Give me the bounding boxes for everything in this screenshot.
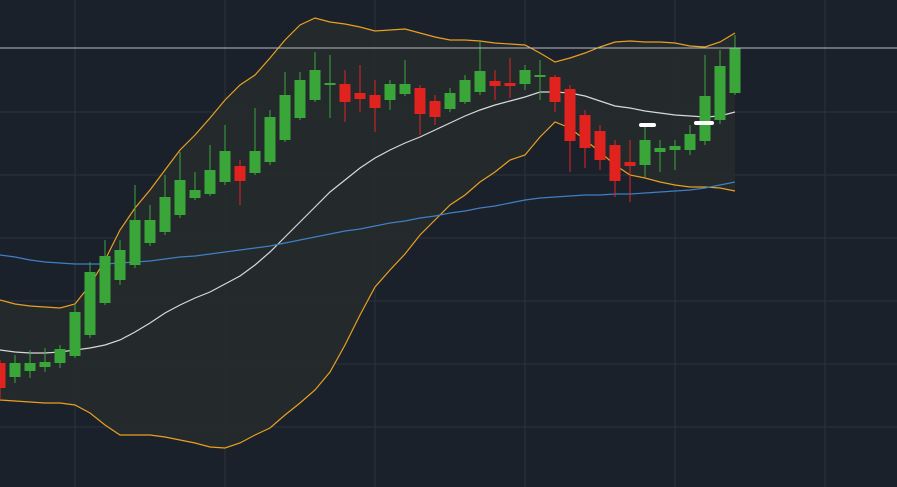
candle-body — [174, 180, 186, 215]
candle-body — [609, 145, 621, 181]
candle-body — [204, 170, 216, 194]
candle-body — [444, 93, 456, 109]
candle-body — [699, 96, 711, 141]
candle-body — [489, 81, 501, 86]
candle-body — [729, 48, 741, 93]
candle-body — [669, 146, 681, 150]
candle-body — [234, 166, 246, 181]
candle-body — [324, 83, 336, 85]
candle-body — [579, 115, 591, 148]
candle-body — [519, 70, 531, 84]
candle-body — [339, 84, 351, 102]
candle-body — [114, 250, 126, 280]
candle-body — [354, 93, 366, 99]
candle-body — [189, 190, 201, 198]
candle-body — [24, 363, 36, 371]
candle-body — [474, 71, 486, 92]
candle-body — [384, 84, 396, 100]
markers — [639, 121, 714, 127]
candle-body — [429, 101, 441, 117]
candle-body — [9, 363, 21, 377]
indicator-line — [0, 91, 736, 354]
candle-body — [684, 134, 696, 150]
candle-body — [294, 80, 306, 118]
candle-body — [264, 117, 276, 162]
candle-body — [549, 77, 561, 102]
candle-body — [54, 349, 66, 363]
candle-body — [144, 220, 156, 243]
candle-body — [639, 140, 651, 165]
indicator-line — [0, 17, 736, 309]
candle-body — [654, 148, 666, 152]
candle-body — [534, 75, 546, 77]
candle-body — [69, 312, 81, 356]
candle-body — [369, 95, 381, 108]
candles — [0, 35, 897, 400]
candle-body — [249, 151, 261, 173]
candle-body — [399, 84, 411, 94]
candle-body — [564, 89, 576, 141]
candle-body — [714, 66, 726, 120]
candle-body — [594, 131, 606, 160]
candle-body — [129, 220, 141, 265]
candle-body — [309, 70, 321, 100]
candle-body — [39, 362, 51, 367]
candle-body — [0, 363, 6, 388]
candle-body — [414, 88, 426, 114]
candle-body — [219, 151, 231, 182]
candle-body — [159, 197, 171, 232]
candle-body — [624, 162, 636, 166]
candle-body — [84, 272, 96, 335]
candle-body — [459, 80, 471, 102]
candle-body — [279, 95, 291, 140]
candle-body — [504, 83, 516, 86]
candle-body — [99, 256, 111, 303]
